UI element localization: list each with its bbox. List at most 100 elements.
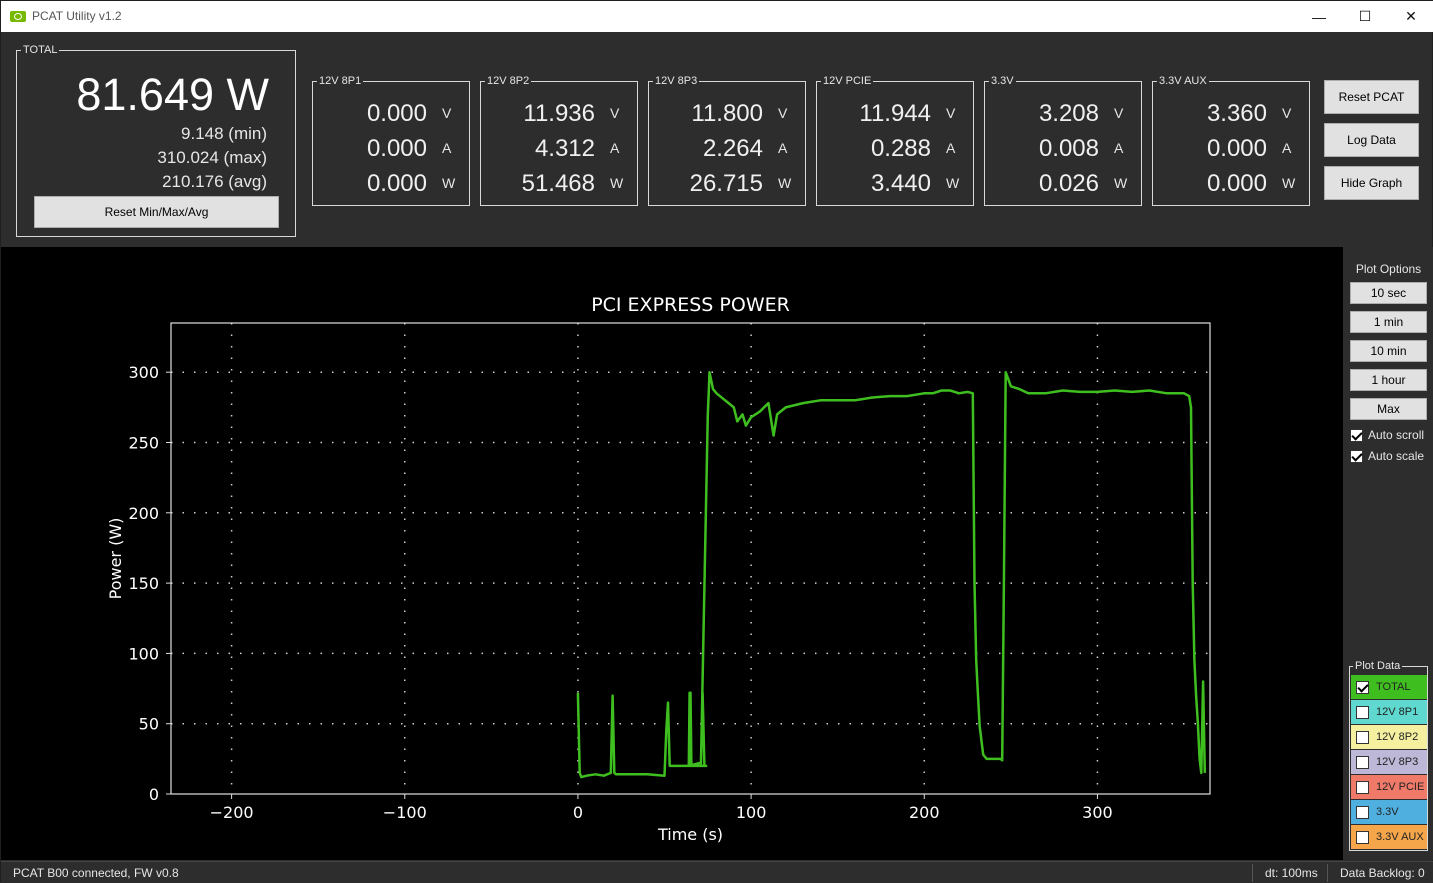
rail-label: 3.3V AUX (1157, 75, 1209, 88)
checkbox-unchecked-icon (1356, 780, 1369, 794)
log-data-button[interactable]: Log Data (1324, 123, 1419, 157)
checkbox-unchecked-icon (1356, 730, 1369, 744)
x-tick-label: 0 (573, 803, 583, 822)
rail-current-row: 2.264 A (649, 131, 805, 166)
y-tick-label: 250 (128, 434, 159, 453)
total-max-value: 310.024 (max) (157, 148, 267, 167)
amp-unit: A (778, 140, 788, 156)
rail-voltage-row: 11.944 V (817, 96, 973, 131)
x-tick-label: −200 (210, 803, 254, 822)
rail-power: 51.468 (521, 170, 595, 197)
range-max-button[interactable]: Max (1350, 398, 1427, 420)
reset-min-max-avg-button[interactable]: Reset Min/Max/Avg (34, 196, 279, 228)
rail-voltage: 0.000 (366, 100, 427, 127)
rail-group-3v3-aux: 3.3V AUX 3.360 V 0.000 A 0.000 W (1152, 75, 1310, 206)
amp-unit: A (442, 140, 452, 156)
power-chart: −200 −100 0 100 200 300 0 50 100 150 200 250 300 PCI … (106, 294, 1211, 844)
plot-data-label: Plot Data (1353, 660, 1403, 673)
rail-label: 12V PCIE (821, 75, 874, 88)
rail-label: 12V 8P2 (485, 75, 532, 88)
rail-current-row: 0.288 A (817, 131, 973, 166)
title-bar: PCAT Utility v1.2 — ☐ ✕ (1, 1, 1433, 32)
plot-area: −200 −100 0 100 200 300 0 50 100 150 200 250 300 PCI … (1, 247, 1343, 860)
minimize-button[interactable]: — (1312, 8, 1326, 25)
rail-label: 3.3V (989, 75, 1016, 88)
plot-data-item-label: 12V 8P1 (1376, 706, 1419, 718)
rail-voltage-row: 3.208 V (985, 96, 1141, 131)
auto-scale-label: Auto scale (1368, 449, 1425, 463)
x-tick-label: 300 (1082, 803, 1113, 822)
hide-graph-button[interactable]: Hide Graph (1324, 166, 1419, 200)
volt-unit: V (946, 105, 956, 121)
volt-unit: V (778, 105, 788, 121)
range-10-min-button[interactable]: 10 min (1350, 340, 1427, 362)
rail-voltage: 3.208 (1038, 100, 1099, 127)
window-title: PCAT Utility v1.2 (32, 9, 122, 23)
plot-data-item[interactable]: 12V 8P1 (1351, 700, 1427, 724)
plot-data-item-label: TOTAL (1376, 681, 1411, 693)
total-group-label: TOTAL (21, 44, 60, 57)
maximize-button[interactable]: ☐ (1358, 8, 1372, 24)
auto-scale-checkbox[interactable]: Auto scale (1350, 448, 1424, 464)
reset-pcat-button[interactable]: Reset PCAT (1324, 80, 1419, 114)
auto-scroll-label: Auto scroll (1368, 428, 1425, 442)
watt-unit: W (442, 175, 456, 191)
rail-power: 0.000 (1206, 170, 1267, 197)
rail-power-row: 51.468 W (481, 166, 637, 201)
rail-group-12v-8p2: 12V 8P2 11.936 V 4.312 A 51.468 W (480, 75, 638, 206)
watt-unit: W (610, 175, 624, 191)
plot-data-item[interactable]: 3.3V AUX (1351, 825, 1427, 849)
plot-data-item[interactable]: 3.3V (1351, 800, 1427, 824)
amp-unit: A (946, 140, 956, 156)
y-tick-label: 200 (128, 504, 159, 523)
range-1-hour-button[interactable]: 1 hour (1350, 369, 1427, 391)
rail-current-row: 4.312 A (481, 131, 637, 166)
checkbox-checked-icon (1350, 428, 1363, 442)
close-button[interactable]: ✕ (1405, 8, 1417, 24)
plot-data-item[interactable]: TOTAL (1351, 675, 1427, 699)
range-1-min-button[interactable]: 1 min (1350, 311, 1427, 333)
y-tick-label: 150 (128, 574, 159, 593)
volt-unit: V (610, 105, 620, 121)
series-line-total (576, 370, 1207, 779)
rail-current-row: 0.000 A (313, 131, 469, 166)
plot-data-group: Plot Data TOTAL 12V 8P1 12V 8P2 12V 8P3 12V … (1349, 660, 1428, 851)
rail-voltage: 11.944 (859, 100, 931, 127)
chart-title: PCI EXPRESS POWER (591, 294, 790, 316)
rail-voltage: 11.936 (523, 100, 595, 127)
sample-interval: dt: 100ms (1265, 866, 1318, 880)
total-power-value: 81.649 W (76, 69, 269, 120)
auto-scroll-checkbox[interactable]: Auto scroll (1350, 427, 1424, 443)
rail-label: 12V 8P1 (317, 75, 364, 88)
x-axis-label: Time (s) (657, 825, 723, 844)
plot-data-item[interactable]: 12V PCIE (1351, 775, 1427, 799)
total-avg-value: 210.176 (avg) (162, 172, 267, 191)
plot-data-item-label: 12V 8P2 (1376, 731, 1419, 743)
rail-power-row: 3.440 W (817, 166, 973, 201)
plot-data-item[interactable]: 12V 8P3 (1351, 750, 1427, 774)
checkbox-unchecked-icon (1356, 705, 1369, 719)
plot-data-item-label: 3.3V (1376, 806, 1399, 818)
rail-voltage: 11.800 (691, 100, 763, 127)
connection-status: PCAT B00 connected, FW v0.8 (13, 866, 179, 880)
data-backlog: Data Backlog: 0 (1340, 866, 1425, 880)
rail-power-row: 0.000 W (1153, 166, 1309, 201)
x-tick-label: −100 (383, 803, 427, 822)
checkbox-checked-icon (1356, 680, 1369, 694)
range-10-sec-button[interactable]: 10 sec (1350, 282, 1427, 304)
amp-unit: A (1114, 140, 1124, 156)
rail-power: 3.440 (870, 170, 931, 197)
app-logo-icon (10, 11, 26, 22)
amp-unit: A (610, 140, 620, 156)
rail-current-row: 0.008 A (985, 131, 1141, 166)
checkbox-unchecked-icon (1356, 805, 1369, 819)
plot-data-item-label: 12V PCIE (1376, 781, 1425, 793)
x-tick-label: 100 (736, 803, 767, 822)
checkbox-checked-icon (1350, 449, 1363, 463)
rail-power-row: 0.000 W (313, 166, 469, 201)
watt-unit: W (946, 175, 960, 191)
watt-unit: W (778, 175, 792, 191)
plot-frame (170, 322, 1211, 795)
plot-data-item[interactable]: 12V 8P2 (1351, 725, 1427, 749)
